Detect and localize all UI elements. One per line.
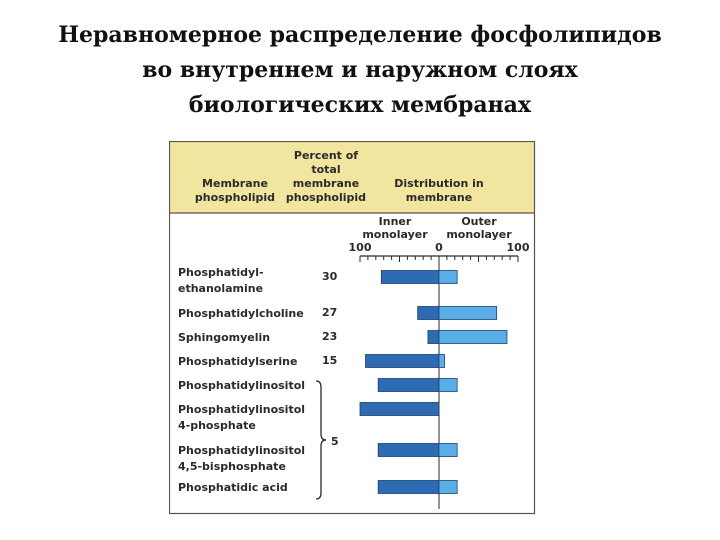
header-band bbox=[169, 141, 535, 213]
phospholipid-name: Phosphatidylserine bbox=[178, 355, 297, 368]
inner-monolayer-bar bbox=[380, 270, 440, 284]
header-percent-total: total bbox=[311, 163, 340, 176]
outer-monolayer-bar bbox=[438, 443, 458, 457]
chart-frame bbox=[169, 141, 536, 515]
percent-value: 15 bbox=[322, 354, 337, 367]
phospholipid-name: Phosphatidylinositol bbox=[178, 379, 305, 392]
phospholipid-name: Phosphatidylcholine bbox=[178, 307, 304, 320]
inner-monolayer-bar bbox=[365, 354, 440, 368]
phospholipid-name: Sphingomyelin bbox=[178, 331, 270, 344]
axis-tick-label: 100 bbox=[349, 241, 372, 254]
inner-monolayer-bar bbox=[359, 402, 440, 416]
inner-monolayer-bar bbox=[427, 330, 440, 344]
phospholipid-name: 4-phosphate bbox=[178, 419, 256, 432]
title-line-3: биологических мембранах bbox=[188, 92, 532, 118]
inner-monolayer-label: monolayer bbox=[362, 228, 428, 241]
phospholipid-name: Phosphatidylinositol bbox=[178, 444, 305, 457]
title-line-1: Неравномерное распределение фосфолипидов bbox=[58, 22, 662, 48]
header-membrane-phospholipid: phospholipid bbox=[195, 191, 275, 204]
phospholipid-name: Phosphatidylinositol bbox=[178, 403, 305, 416]
phospholipid-name: Phosphatidyl- bbox=[178, 266, 264, 279]
header-membrane-phospholipid: Membrane bbox=[202, 177, 268, 190]
axis-tick-label: 100 bbox=[507, 241, 530, 254]
inner-monolayer-bar bbox=[377, 443, 440, 457]
outer-monolayer-bar bbox=[438, 378, 458, 392]
inner-monolayer-bar bbox=[377, 378, 440, 392]
header-distribution: membrane bbox=[406, 191, 472, 204]
inner-monolayer-bar bbox=[417, 306, 440, 320]
phospholipid-name: Phosphatidic acid bbox=[178, 481, 288, 494]
outer-monolayer-bar bbox=[438, 306, 498, 320]
outer-monolayer-label: monolayer bbox=[446, 228, 512, 241]
header-percent-total: Percent of bbox=[294, 149, 358, 162]
outer-monolayer-bar bbox=[438, 354, 445, 368]
percent-value: 23 bbox=[322, 330, 337, 343]
phospholipid-name: 4,5-bisphosphate bbox=[178, 460, 286, 473]
slide-title: Неравномерное распределение фосфолипидов… bbox=[0, 18, 720, 123]
header-distribution: Distribution in bbox=[394, 177, 483, 190]
header-percent-total: phospholipid bbox=[286, 191, 366, 204]
phospholipid-name: ethanolamine bbox=[178, 282, 263, 295]
title-line-2: во внутреннем и наружном слоях bbox=[142, 57, 578, 83]
inner-monolayer-label: Inner bbox=[379, 215, 412, 228]
outer-monolayer-bar bbox=[438, 330, 508, 344]
percent-value: 27 bbox=[322, 306, 337, 319]
header-percent-total: membrane bbox=[293, 177, 359, 190]
outer-monolayer-label: Outer bbox=[461, 215, 497, 228]
axis-tick-label: 0 bbox=[435, 241, 443, 254]
inner-monolayer-bar bbox=[377, 480, 440, 494]
group-bracket bbox=[315, 380, 327, 500]
group-percent-value: 5 bbox=[331, 435, 339, 448]
percent-value: 30 bbox=[322, 270, 338, 283]
outer-monolayer-bar bbox=[438, 270, 458, 284]
outer-monolayer-bar bbox=[438, 480, 458, 494]
